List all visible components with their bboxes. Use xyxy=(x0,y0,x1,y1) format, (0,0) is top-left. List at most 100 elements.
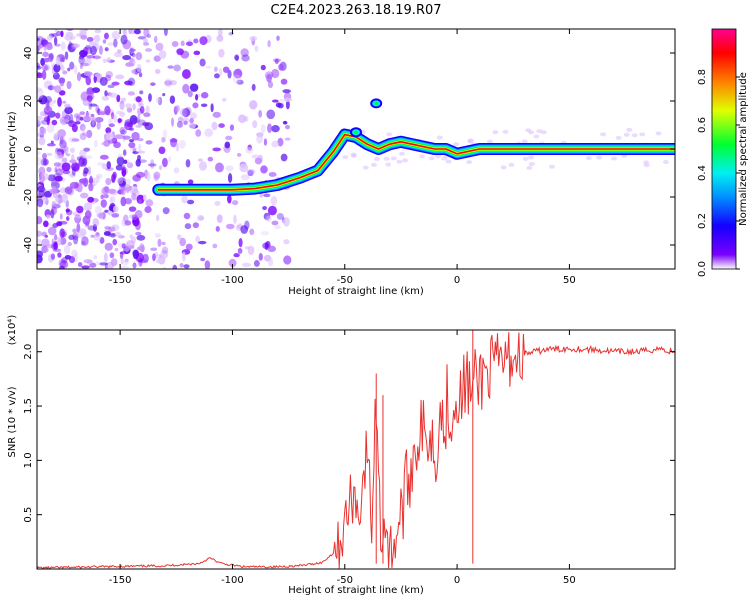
noise-blob xyxy=(89,175,93,185)
noise-blob xyxy=(53,241,58,251)
noise-blob xyxy=(148,93,152,102)
noise-blob xyxy=(109,196,113,204)
noise-blob xyxy=(222,97,227,102)
noise-blob xyxy=(98,212,107,220)
noise-blob xyxy=(244,246,250,250)
noise-blob xyxy=(238,238,243,248)
noise-blob xyxy=(198,240,207,245)
noise-blob xyxy=(252,120,258,129)
noise-blob xyxy=(53,63,61,73)
noise-blob xyxy=(84,71,93,77)
noise-blob xyxy=(51,243,58,250)
noise-blob xyxy=(79,123,86,132)
noise-blob xyxy=(79,192,89,199)
noise-blob xyxy=(143,112,151,118)
noise-blob xyxy=(38,173,46,183)
noise-blob xyxy=(258,110,263,118)
noise-blob xyxy=(169,95,176,104)
noise-blob xyxy=(122,135,131,140)
noise-blob xyxy=(138,159,147,163)
noise-blob xyxy=(123,29,127,37)
noise-blob xyxy=(43,57,50,63)
noise-blob xyxy=(97,162,105,166)
noise-blob xyxy=(111,81,120,86)
noise-blob xyxy=(93,255,98,260)
noise-blob xyxy=(37,72,44,79)
noise-blob xyxy=(237,247,243,254)
noise-blob xyxy=(176,48,184,56)
noise-blob xyxy=(548,164,555,169)
ridge-feature xyxy=(374,101,379,105)
noise-blob xyxy=(210,103,214,113)
noise-blob xyxy=(116,177,124,185)
noise-blob xyxy=(179,108,188,117)
noise-blob xyxy=(39,111,45,117)
noise-blob xyxy=(64,51,69,60)
noise-blob xyxy=(192,102,199,109)
colorbar-tick-label: 0.2 xyxy=(697,213,708,229)
noise-blob xyxy=(98,109,105,115)
noise-blob xyxy=(47,174,56,182)
noise-blob xyxy=(271,99,279,103)
noise-blob xyxy=(76,223,81,234)
noise-blob xyxy=(120,257,124,265)
noise-blob xyxy=(50,206,57,215)
noise-blob xyxy=(59,260,69,269)
noise-blob xyxy=(37,62,40,69)
y-tick-label: 0.5 xyxy=(23,507,34,523)
noise-blob xyxy=(213,66,218,72)
noise-blob xyxy=(193,50,201,56)
noise-blob xyxy=(37,88,44,99)
noise-blob xyxy=(158,50,167,59)
noise-blob xyxy=(211,121,218,131)
noise-blob xyxy=(131,192,137,201)
noise-blob xyxy=(82,177,89,187)
noise-blob xyxy=(125,240,135,249)
noise-blob xyxy=(66,216,70,222)
noise-blob xyxy=(81,62,89,67)
noise-blob xyxy=(267,205,277,216)
noise-blob xyxy=(135,231,142,236)
noise-blob xyxy=(176,121,183,128)
noise-blob xyxy=(46,166,52,173)
noise-blob xyxy=(146,34,151,38)
noise-blob xyxy=(76,205,84,214)
snr-y-axis: 0.5 1.0 1.5 2.0 xyxy=(23,344,675,523)
noise-blob xyxy=(135,96,142,103)
noise-blob xyxy=(58,265,65,269)
noise-blob xyxy=(136,234,146,241)
noise-blob xyxy=(137,36,147,40)
y-tick-label: 40 xyxy=(23,47,34,60)
noise-blob xyxy=(402,158,409,163)
noise-blob xyxy=(99,154,109,160)
noise-blob xyxy=(132,262,137,269)
noise-blob xyxy=(59,213,63,220)
noise-blob xyxy=(92,217,100,227)
noise-blob xyxy=(76,156,82,161)
noise-blob xyxy=(274,58,279,65)
noise-blob xyxy=(37,71,42,78)
noise-blob xyxy=(197,158,203,162)
noise-blob xyxy=(46,124,55,133)
noise-blob xyxy=(155,97,161,104)
noise-blob xyxy=(110,112,115,120)
noise-blob xyxy=(585,156,592,161)
noise-blob xyxy=(58,77,66,84)
noise-blob xyxy=(180,40,185,47)
noise-blob xyxy=(284,137,291,141)
noise-blob xyxy=(102,39,107,44)
noise-blob xyxy=(508,162,515,167)
noise-blob xyxy=(162,92,166,97)
noise-blob xyxy=(528,155,535,160)
noise-blob xyxy=(212,243,218,249)
noise-blob xyxy=(40,158,49,166)
noise-blob xyxy=(116,94,121,103)
noise-blob xyxy=(385,162,392,167)
noise-blob xyxy=(244,220,250,230)
noise-blob xyxy=(249,35,258,41)
noise-blob xyxy=(266,73,272,83)
noise-blob xyxy=(161,246,169,254)
noise-blob xyxy=(522,156,529,161)
noise-blob xyxy=(98,111,107,115)
noise-blob xyxy=(246,168,256,175)
